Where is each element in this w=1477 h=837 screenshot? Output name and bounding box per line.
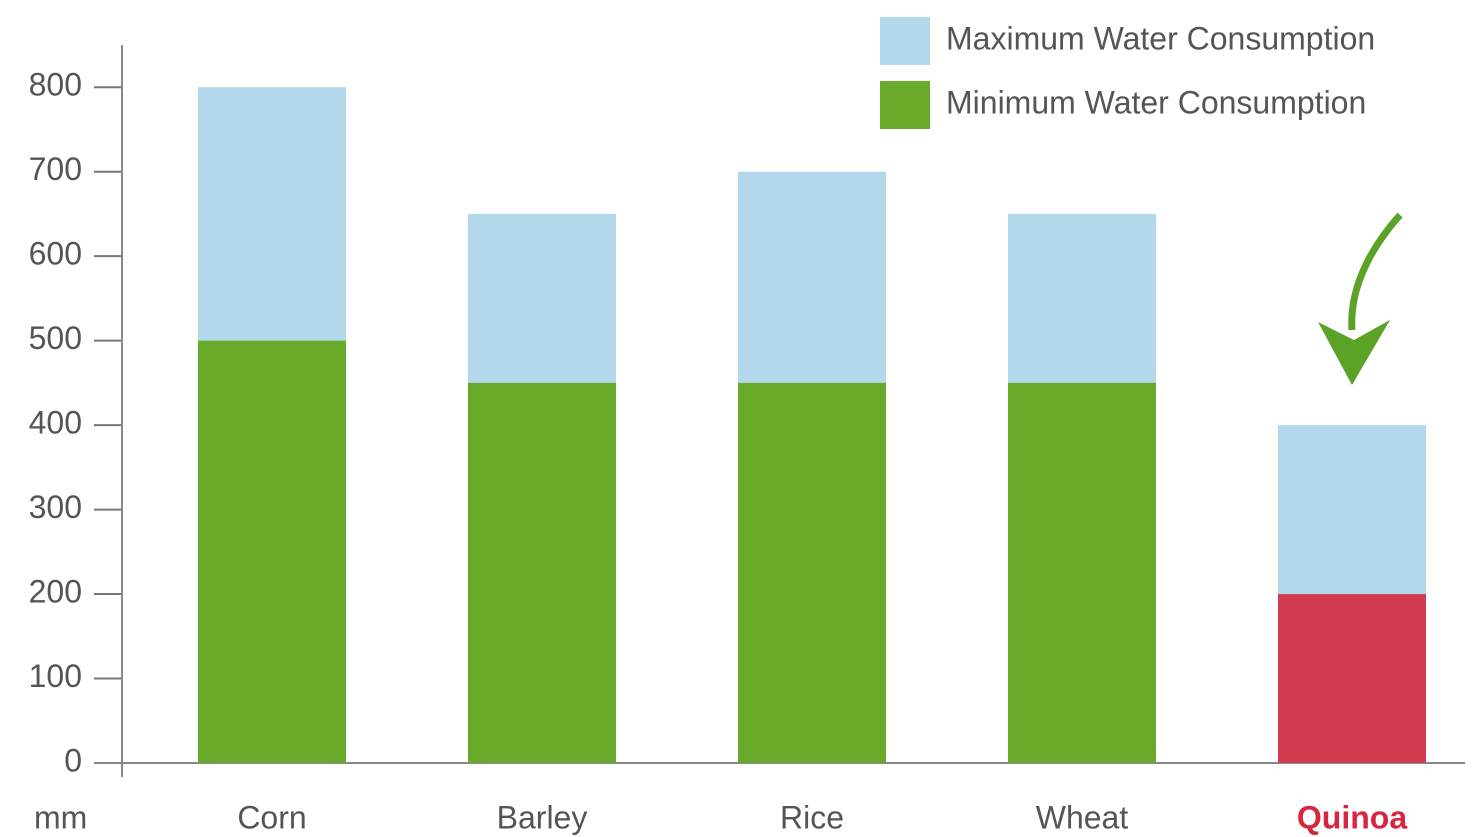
y-tick-label: 700 (29, 151, 82, 187)
arrow-head (1318, 320, 1390, 385)
arrow (1318, 212, 1403, 385)
bar (198, 340, 346, 763)
y-tick-label: 600 (29, 236, 82, 272)
x-tick-label: Corn (237, 799, 306, 835)
y-tick-label: 200 (29, 574, 82, 610)
y-tick-label: 500 (29, 320, 82, 356)
arrow-shaft (1348, 212, 1403, 331)
bar (1278, 594, 1426, 763)
y-tick-label: 800 (29, 67, 82, 103)
y-tick-label: 0 (64, 742, 82, 778)
y-tick-label: 300 (29, 489, 82, 525)
legend-swatch (880, 17, 930, 65)
y-tick-label: 100 (29, 658, 82, 694)
x-tick-label: Barley (497, 799, 588, 835)
y-unit-label: mm (34, 799, 87, 835)
legend-label: Minimum Water Consumption (946, 84, 1366, 120)
x-tick-label: Quinoa (1297, 799, 1407, 835)
x-tick-label: Wheat (1036, 799, 1129, 835)
bar (1008, 382, 1156, 763)
bar (468, 382, 616, 763)
bar (738, 382, 886, 763)
y-tick-label: 400 (29, 405, 82, 441)
legend-swatch (880, 81, 930, 129)
legend-label: Maximum Water Consumption (946, 20, 1375, 56)
x-tick-label: Rice (780, 799, 844, 835)
